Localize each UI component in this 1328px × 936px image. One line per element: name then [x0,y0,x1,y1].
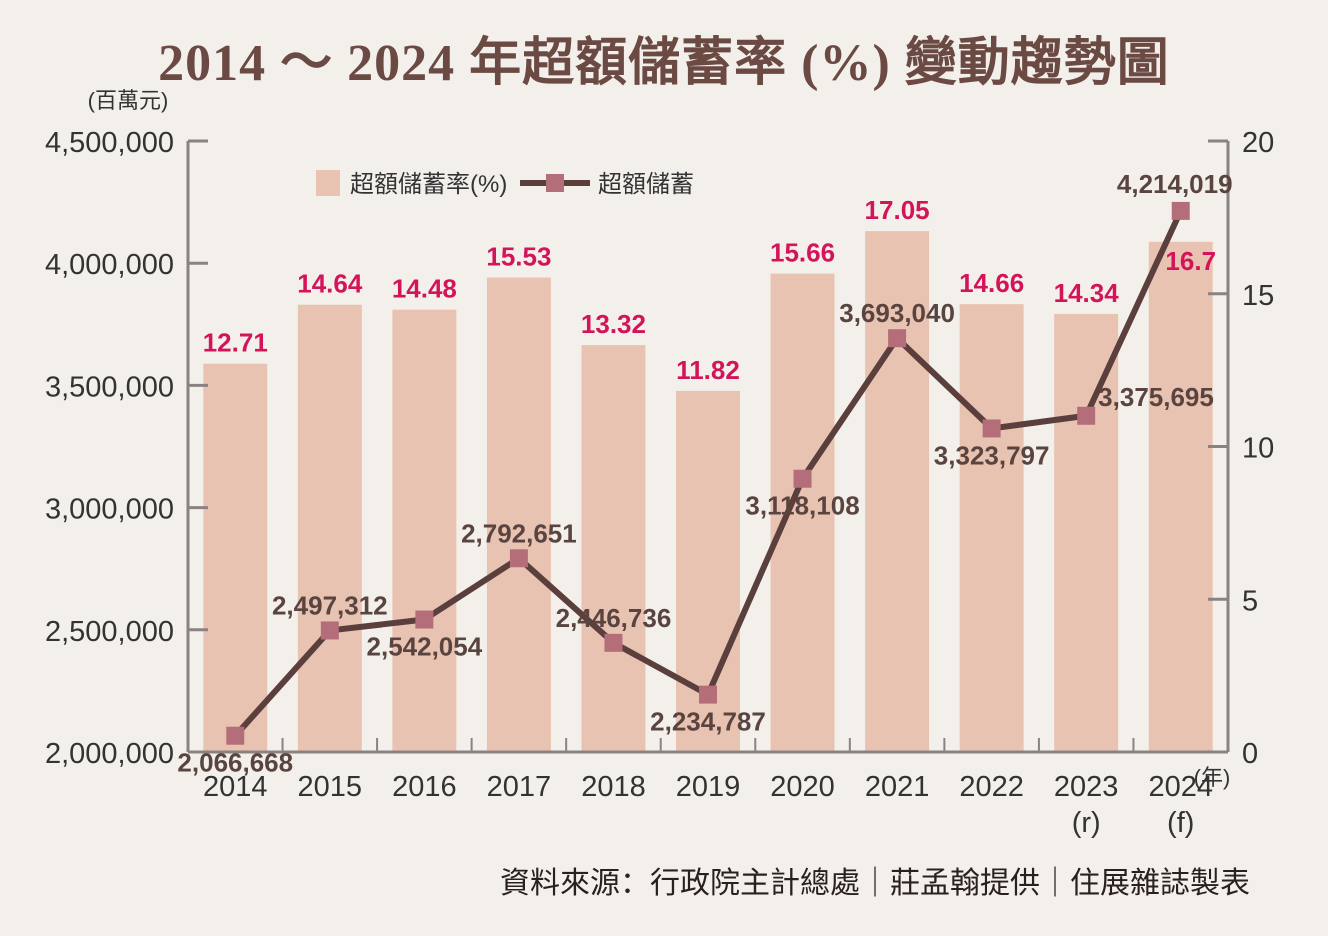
x-tick-label: 2023 [1054,771,1119,803]
point-marker-2016 [415,610,434,629]
legend-marker-sample [546,174,564,192]
bar-value-label: 14.64 [297,269,363,299]
x-tick-label: 2022 [959,771,1024,803]
bar-2014 [203,363,268,752]
legend-swatch-bar [316,170,340,196]
x-tick-label: 2017 [487,771,552,803]
axes: 2,000,000 2,500,000 3,000,000 3,500,000 4,00… [45,88,1274,839]
left-tick-label: 2,000,000 [45,738,174,770]
point-marker-2022 [982,419,1001,438]
bar-2017 [486,277,551,752]
x-tick-label: 2014 [203,771,268,803]
bar-2018 [581,345,646,752]
x-axis-unit: (年) [1194,765,1231,790]
left-tick-label: 3,000,000 [45,494,174,526]
source-note: 資料來源：行政院主計總處｜莊孟翰提供｜住展雜誌製表 [500,867,1250,900]
point-marker-2020 [793,469,812,488]
x-tick-label: 2020 [770,771,835,803]
right-tick-label: 10 [1242,433,1274,465]
right-tick-label: 15 [1242,280,1274,312]
bar-value-label: 14.34 [1054,278,1120,308]
point-marker-2021 [888,329,907,348]
legend: 超額儲蓄率(%) 超額儲蓄 [316,170,694,198]
bar-value-label: 12.71 [203,328,268,358]
left-tick-label: 2,500,000 [45,616,174,648]
left-tick-label: 3,500,000 [45,371,174,403]
point-marker-2024 [1171,201,1190,220]
x-tick-label: 2019 [676,771,741,803]
x-tick-label: 2021 [865,771,930,803]
point-value-label: 2,542,054 [367,632,483,662]
bar-value-label: 14.48 [392,274,457,304]
point-marker-2018 [604,633,623,652]
point-value-label: 2,446,736 [556,603,672,633]
line-series [226,201,1190,745]
x-tick-sublabel: (f) [1167,807,1194,839]
bar-value-label: 16.7 [1165,246,1216,276]
x-tick-label: 2016 [392,771,457,803]
legend-label-line: 超額儲蓄 [598,171,694,198]
point-value-label: 2,792,651 [461,518,577,548]
bar-2024 [1148,241,1213,752]
bar-2016 [392,309,457,752]
point-marker-2023 [1077,406,1096,425]
bar-series [203,231,1213,752]
bar-value-label: 15.53 [486,242,551,272]
legend-label-bar: 超額儲蓄率(%) [350,171,507,198]
bar-2020 [770,273,835,752]
bar-2015 [297,304,362,752]
bar-value-label: 17.05 [865,195,930,225]
bar-2023 [1054,313,1119,752]
point-value-label: 3,693,040 [839,298,955,328]
point-marker-2019 [699,685,717,704]
x-tick-sublabel: (r) [1072,807,1101,839]
x-tick-label: 2018 [581,771,646,803]
x-tick-label: 2015 [298,771,363,803]
bar-value-label: 13.32 [581,309,646,339]
point-value-label: 3,323,797 [934,440,1050,470]
point-value-label: 2,234,787 [650,707,766,737]
bar-2022 [959,304,1024,752]
right-tick-label: 20 [1242,127,1274,159]
right-tick-label: 0 [1242,738,1258,770]
point-value-label: 4,214,019 [1117,169,1233,199]
left-tick-label: 4,000,000 [45,249,174,281]
data-labels: 12.71 14.64 14.48 15.53 13.32 11.82 15.66 17.05… [177,169,1232,778]
point-marker-2014 [226,726,245,745]
point-marker-2015 [320,621,339,640]
left-tick-label: 4,500,000 [45,127,174,159]
point-value-label: 3,118,108 [745,491,859,521]
point-value-label: 3,375,695 [1098,382,1214,412]
chart-title: 2014 ～ 2024 年超額儲蓄率 (%) 變動趨勢圖 [158,35,1170,92]
left-axis-unit: (百萬元) [88,88,169,113]
point-value-label: 2,497,312 [272,590,388,620]
bar-value-label: 14.66 [959,268,1024,298]
point-marker-2017 [509,549,528,568]
x-tick-label: 2024 [1148,771,1213,803]
point-value-label: 2,066,668 [177,748,293,778]
bar-2021 [865,231,930,752]
bar-value-label: 15.66 [770,238,835,268]
bar-value-label: 11.82 [676,355,740,385]
right-tick-label: 5 [1242,585,1258,617]
